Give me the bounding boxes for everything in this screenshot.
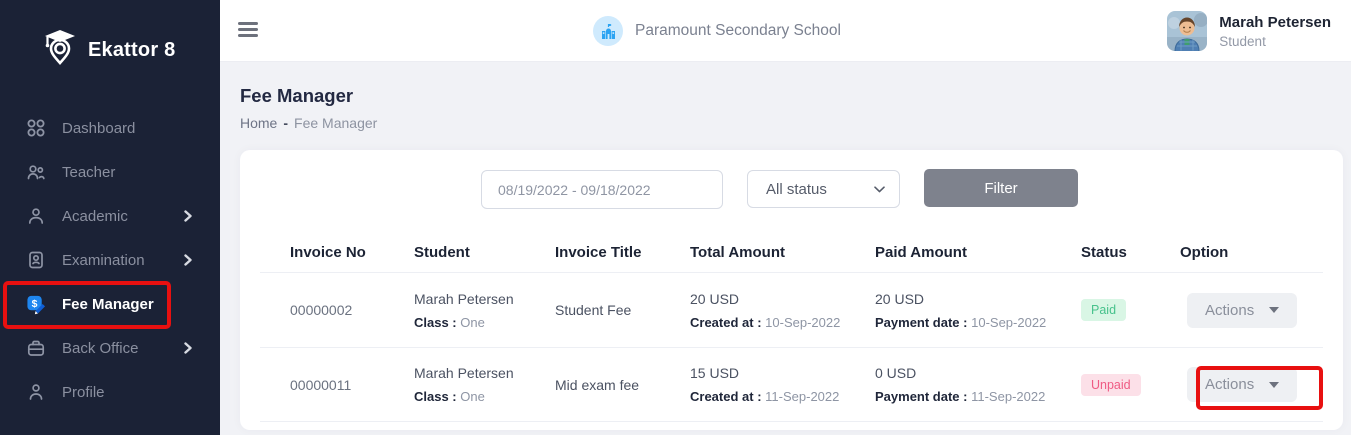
- status-select-value: All status: [766, 180, 827, 198]
- chevron-right-icon: [184, 210, 192, 222]
- sidebar-item-examination[interactable]: Examination: [0, 238, 220, 282]
- user-avatar: [1167, 11, 1208, 51]
- sidebar-item-label: Dashboard: [62, 119, 136, 137]
- chevron-right-icon: [184, 254, 192, 266]
- student-name: Marah Petersen: [414, 365, 514, 381]
- school-building-icon: [593, 16, 623, 46]
- status-badge: Unpaid: [1081, 373, 1141, 396]
- app-logo[interactable]: Ekattor 8: [0, 0, 220, 75]
- paid-amount: 20 USD: [875, 290, 925, 307]
- sidebar-item-label: Examination: [62, 251, 145, 269]
- examination-icon: [26, 250, 46, 270]
- col-header-paid-amount: Paid Amount: [875, 243, 967, 261]
- actions-button[interactable]: Actions: [1187, 367, 1298, 402]
- col-header-invoice-title: Invoice Title: [555, 243, 642, 261]
- caret-down-icon: [1269, 381, 1280, 388]
- payment-date: Payment date : 11-Sep-2022: [875, 389, 1046, 404]
- status-badge: Paid: [1081, 299, 1127, 321]
- school-name: Paramount Secondary School: [635, 22, 841, 39]
- app-name: Ekattor 8: [88, 39, 176, 61]
- sidebar-nav: Dashboard Teacher Academic: [0, 106, 220, 414]
- col-header-student: Student: [414, 243, 470, 261]
- invoice-title: Mid exam fee: [555, 376, 640, 393]
- sidebar-item-academic[interactable]: Academic: [0, 194, 220, 238]
- table-row: 00000011 Marah Petersen Class : One Mid …: [260, 347, 1323, 421]
- fee-manager-icon: $: [26, 294, 46, 314]
- sidebar-item-label: Academic: [62, 207, 128, 225]
- table-header-row: Invoice No Student Invoice Title Total A…: [260, 232, 1323, 272]
- sidebar-item-back-office[interactable]: Back Office: [0, 326, 220, 370]
- sidebar: Ekattor 8 Dashboard Teacher: [0, 0, 220, 435]
- invoice-no: 00000011: [290, 376, 352, 393]
- chevron-down-icon: [874, 180, 885, 198]
- user-menu[interactable]: Marah Petersen Student: [1167, 0, 1331, 62]
- teacher-icon: [26, 162, 46, 182]
- filter-button[interactable]: Filter: [924, 169, 1078, 207]
- table-row: 00000002 Marah Petersen Class : One Stud…: [260, 272, 1323, 347]
- sidebar-item-teacher[interactable]: Teacher: [0, 150, 220, 194]
- back-office-icon: [26, 338, 46, 358]
- academic-icon: [26, 206, 46, 226]
- payment-date: Payment date : 10-Sep-2022: [875, 314, 1047, 330]
- page-title: Fee Manager: [240, 85, 354, 106]
- fee-manager-card: All status Filter Invoice No Student Inv…: [240, 150, 1343, 430]
- sidebar-item-label: Teacher: [62, 163, 116, 181]
- profile-icon: [26, 382, 46, 402]
- col-header-option: Option: [1180, 243, 1229, 261]
- created-at: Created at : 10-Sep-2022: [690, 314, 841, 330]
- total-amount: 15 USD: [690, 365, 740, 381]
- paid-amount: 0 USD: [875, 365, 917, 381]
- created-at: Created at : 11-Sep-2022: [690, 389, 840, 404]
- total-amount: 20 USD: [690, 290, 740, 307]
- col-header-invoice-no: Invoice No: [290, 243, 366, 261]
- sidebar-item-profile[interactable]: Profile: [0, 370, 220, 414]
- user-name: Marah Petersen: [1219, 13, 1331, 31]
- col-header-total-amount: Total Amount: [690, 243, 785, 261]
- dashboard-icon: [26, 118, 46, 138]
- topbar: Paramount Secondary School Marah Peterse…: [220, 0, 1351, 62]
- student-class: Class : One: [414, 389, 485, 404]
- sidebar-item-label: Profile: [62, 383, 105, 401]
- table-bottom-divider: [260, 421, 1323, 422]
- breadcrumb: Home - Fee Manager: [240, 115, 377, 131]
- invoice-title: Student Fee: [555, 302, 632, 318]
- sidebar-item-fee-manager[interactable]: $ Fee Manager: [0, 282, 220, 326]
- status-select[interactable]: All status: [747, 170, 900, 208]
- breadcrumb-home-link[interactable]: Home: [240, 115, 278, 131]
- student-class: Class : One: [414, 314, 485, 330]
- student-name: Marah Petersen: [414, 290, 514, 307]
- school-selector[interactable]: Paramount Secondary School: [593, 0, 841, 62]
- sidebar-item-label: Back Office: [62, 339, 139, 357]
- svg-text:$: $: [32, 298, 38, 309]
- ekattor-logo-icon: [42, 26, 78, 75]
- sidebar-item-label: Fee Manager: [62, 295, 154, 313]
- caret-down-icon: [1269, 307, 1280, 313]
- invoice-no: 00000002: [290, 302, 353, 318]
- actions-button[interactable]: Actions: [1187, 292, 1298, 328]
- user-role: Student: [1219, 33, 1266, 49]
- breadcrumb-current: Fee Manager: [294, 115, 378, 131]
- date-range-input[interactable]: [481, 170, 723, 209]
- breadcrumb-separator: -: [283, 115, 289, 131]
- col-header-status: Status: [1081, 243, 1127, 261]
- menu-toggle-icon[interactable]: [238, 22, 258, 40]
- sidebar-item-dashboard[interactable]: Dashboard: [0, 106, 220, 150]
- chevron-right-icon: [184, 342, 192, 354]
